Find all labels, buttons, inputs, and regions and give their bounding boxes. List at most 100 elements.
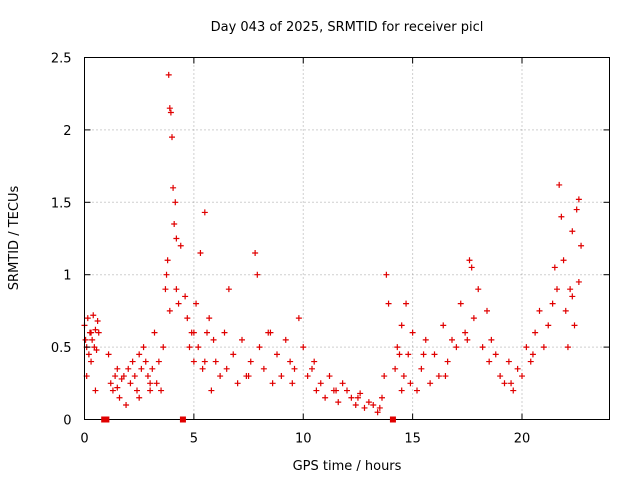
data-point — [497, 373, 504, 380]
data-point — [166, 105, 173, 112]
data-point — [468, 264, 475, 271]
data-point — [335, 399, 342, 406]
data-point — [309, 365, 315, 372]
data-point — [287, 358, 294, 365]
data-point — [322, 394, 329, 401]
data-point — [217, 373, 224, 380]
data-point — [333, 387, 340, 394]
data-point — [116, 394, 123, 401]
data-point — [223, 365, 230, 372]
x-tick-label: 0 — [80, 432, 88, 447]
data-point — [82, 336, 89, 343]
data-point — [475, 286, 482, 293]
data-point — [112, 373, 119, 380]
data-point — [182, 293, 189, 300]
data-point — [195, 344, 202, 351]
data-point — [267, 329, 274, 336]
data-point — [418, 365, 425, 372]
data-point — [567, 286, 574, 293]
data-point — [206, 315, 213, 322]
data-point — [354, 394, 361, 401]
data-point — [532, 329, 539, 336]
data-point — [449, 336, 455, 343]
data-point — [256, 344, 263, 351]
x-axis-label: GPS time / hours — [293, 459, 402, 474]
data-point — [167, 109, 174, 116]
chart-title: Day 043 of 2025, SRMTID for receiver pic… — [211, 20, 484, 35]
data-point — [190, 329, 197, 336]
data-point — [105, 351, 112, 358]
data-point — [208, 387, 215, 394]
data-point — [282, 336, 289, 343]
data-point — [136, 394, 143, 401]
gap-marker — [389, 416, 396, 423]
data-point — [365, 399, 372, 406]
data-point — [464, 336, 471, 343]
data-point — [95, 329, 102, 336]
data-point — [123, 402, 130, 409]
data-point — [571, 322, 578, 329]
data-point — [462, 329, 469, 336]
data-point — [501, 380, 508, 387]
y-tick-label: 2.5 — [51, 52, 72, 67]
data-point — [313, 387, 320, 394]
data-point — [127, 380, 134, 387]
data-point — [221, 329, 228, 336]
data-point — [173, 286, 180, 293]
data-point — [562, 307, 569, 314]
data-point — [254, 271, 261, 278]
data-point — [136, 351, 143, 358]
data-point — [519, 373, 525, 380]
data-point — [92, 387, 99, 394]
x-tick-label: 20 — [514, 432, 531, 447]
data-point — [508, 380, 515, 387]
x-tick-label: 10 — [295, 432, 312, 447]
data-point — [435, 373, 442, 380]
plot-frame — [84, 57, 610, 420]
data-point — [470, 315, 477, 322]
data-point — [326, 373, 333, 380]
data-point — [142, 358, 149, 365]
x-tick-label: 15 — [404, 432, 421, 447]
data-point — [317, 380, 324, 387]
data-point — [311, 358, 318, 365]
data-point — [197, 249, 204, 256]
data-point — [274, 351, 280, 358]
data-point — [510, 387, 517, 394]
data-point — [90, 312, 97, 319]
data-point — [166, 307, 173, 314]
data-point — [442, 373, 449, 380]
data-point — [88, 329, 95, 336]
data-point — [381, 373, 388, 380]
y-tick-label: 1 — [63, 269, 71, 284]
data-point — [177, 242, 184, 249]
data-point — [536, 307, 543, 314]
data-point — [560, 257, 567, 264]
data-point — [569, 228, 576, 235]
data-point — [131, 373, 138, 380]
data-point — [304, 373, 311, 380]
data-point — [529, 351, 536, 358]
data-point — [186, 344, 193, 351]
data-point — [466, 257, 473, 264]
data-point — [551, 264, 558, 271]
data-point — [569, 293, 576, 300]
data-point — [427, 380, 434, 387]
data-points — [81, 71, 585, 416]
data-point — [239, 336, 245, 343]
data-point — [151, 329, 158, 336]
data-point — [558, 213, 565, 220]
data-point — [409, 329, 416, 336]
data-point — [114, 384, 121, 391]
data-point — [398, 322, 405, 329]
data-point — [383, 271, 390, 278]
gap-marker — [103, 416, 110, 423]
data-point — [295, 315, 302, 322]
data-point — [129, 358, 136, 365]
data-point — [453, 344, 460, 351]
gap-marker — [179, 416, 186, 423]
data-point — [252, 249, 259, 256]
data-point — [201, 209, 208, 216]
data-point — [162, 286, 169, 293]
